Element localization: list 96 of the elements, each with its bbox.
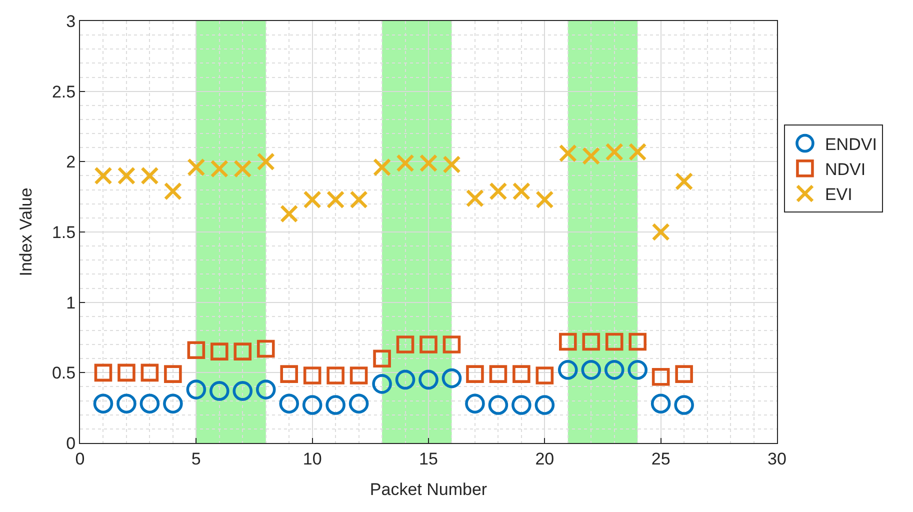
point — [350, 190, 368, 209]
point — [559, 332, 577, 351]
point — [466, 365, 484, 383]
point — [534, 395, 555, 415]
point — [628, 360, 648, 380]
y-axis-title: Index Value — [16, 188, 36, 276]
point — [280, 204, 298, 223]
point — [652, 222, 670, 242]
point — [164, 182, 182, 200]
point — [442, 368, 462, 388]
point — [256, 152, 275, 171]
point — [605, 332, 624, 351]
point — [256, 380, 276, 400]
y-tick-label: 0.5 — [52, 364, 76, 383]
point — [140, 364, 159, 382]
legend-label: NDVI — [824, 160, 866, 179]
point — [488, 395, 508, 415]
legend-label: ENDVI — [824, 134, 877, 154]
point — [350, 366, 368, 384]
point — [675, 365, 693, 383]
point — [558, 144, 577, 162]
x-tick-label: 10 — [302, 449, 322, 468]
point — [581, 360, 602, 380]
point — [419, 154, 438, 172]
point — [373, 350, 391, 368]
point — [489, 182, 508, 200]
point — [418, 370, 438, 390]
point — [372, 374, 392, 394]
point — [348, 394, 369, 414]
point — [674, 172, 694, 190]
point — [465, 394, 485, 414]
point — [466, 189, 484, 208]
point — [674, 395, 694, 415]
legend-label: EVI — [824, 185, 852, 204]
point — [164, 365, 182, 383]
x-axis-title: Packet Number — [370, 480, 488, 499]
point — [512, 182, 531, 200]
point — [396, 154, 414, 172]
point — [256, 340, 275, 358]
point — [536, 366, 554, 384]
x-tick-label: 20 — [535, 449, 554, 468]
point — [303, 190, 322, 209]
point — [650, 394, 671, 414]
point — [94, 166, 112, 185]
point — [210, 381, 230, 401]
y-tick-label: 2 — [66, 152, 76, 172]
point — [210, 160, 228, 178]
x-tick-label: 25 — [651, 449, 670, 468]
y-tick-label: 0 — [66, 434, 76, 453]
point — [652, 368, 670, 386]
point — [280, 365, 298, 383]
point — [279, 394, 299, 414]
point — [605, 142, 624, 161]
point — [118, 364, 136, 382]
point — [442, 155, 461, 174]
point — [94, 364, 112, 382]
y-tick-label: 3 — [66, 12, 76, 31]
point — [187, 341, 206, 360]
point — [582, 332, 600, 351]
point — [140, 166, 159, 185]
point — [186, 380, 206, 400]
point — [234, 160, 252, 178]
point — [187, 158, 206, 176]
point — [117, 166, 136, 185]
point — [558, 360, 578, 380]
point — [232, 381, 253, 401]
y-tick-label: 1.5 — [52, 222, 76, 242]
point — [395, 370, 416, 390]
point — [210, 342, 228, 360]
point — [604, 360, 624, 380]
point — [372, 158, 392, 176]
point — [163, 394, 183, 414]
x-tick-label: 30 — [768, 449, 786, 468]
point — [628, 142, 647, 161]
point — [442, 336, 461, 354]
point — [326, 366, 344, 384]
point — [489, 365, 508, 383]
point — [628, 332, 646, 351]
point — [512, 395, 532, 415]
point — [93, 394, 114, 414]
point — [234, 342, 252, 360]
point — [326, 190, 345, 209]
point — [140, 394, 160, 414]
point — [582, 146, 600, 166]
point — [326, 395, 346, 415]
point — [396, 336, 414, 354]
point — [512, 365, 530, 383]
x-tick-label: 5 — [191, 449, 201, 468]
point — [420, 336, 438, 354]
x-tick-label: 15 — [419, 449, 438, 468]
point — [302, 395, 322, 415]
y-tick-label: 1 — [66, 293, 76, 312]
point — [303, 366, 322, 384]
point — [536, 190, 554, 209]
y-tick-label: 2.5 — [52, 82, 76, 102]
point — [116, 394, 136, 414]
